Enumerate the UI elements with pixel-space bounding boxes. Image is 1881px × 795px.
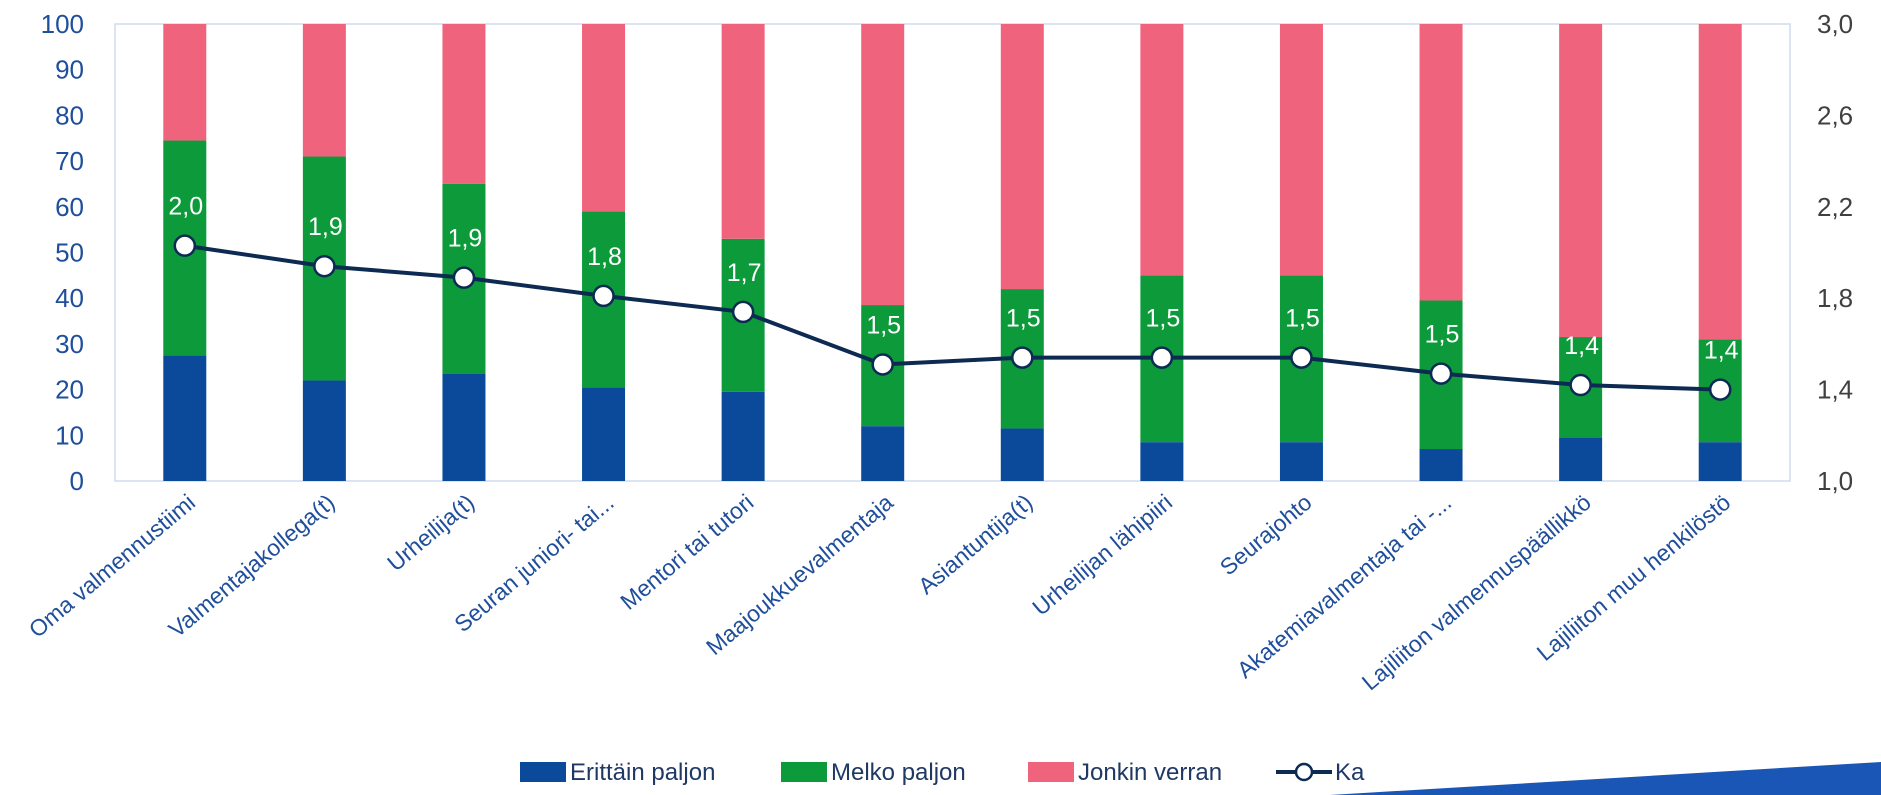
legend-swatch-0 xyxy=(520,762,566,782)
legend-label-0: Erittäin paljon xyxy=(570,759,715,786)
average-value-label-1: 1,9 xyxy=(308,213,343,241)
bar-jonkin-verran-6 xyxy=(1000,24,1044,290)
x-tick-label-4: Mentori tai tutori xyxy=(615,489,758,615)
y-tick-right-5: 3,0 xyxy=(1817,9,1853,39)
bar-erittäin-paljon-4 xyxy=(721,391,765,481)
bar-jonkin-verran-3 xyxy=(582,24,626,212)
average-point-9 xyxy=(1429,362,1453,385)
bar-jonkin-verran-0 xyxy=(163,24,207,141)
average-point-4 xyxy=(731,300,755,324)
legend-label-1: Melko paljon xyxy=(831,759,966,786)
y-tick-left-9: 90 xyxy=(55,55,84,85)
average-value-label-9: 1,5 xyxy=(1425,321,1460,349)
y-tick-left-7: 70 xyxy=(55,146,84,176)
y-tick-left-1: 10 xyxy=(55,420,84,450)
average-value-label-4: 1,7 xyxy=(727,259,762,287)
average-line: 2,0 1,9 1,9 1,8 1,7 1,5 1,5 1,5 1,5 1,5 1,4 1,4 xyxy=(168,193,1739,401)
y-tick-left-6: 60 xyxy=(55,192,84,222)
y-tick-left-5: 50 xyxy=(55,238,84,268)
bar-erittäin-paljon-3 xyxy=(582,387,626,481)
average-point-2 xyxy=(452,266,476,289)
bar-erittäin-paljon-9 xyxy=(1419,449,1463,481)
average-value-label-2: 1,9 xyxy=(448,225,483,253)
y-tick-right-4: 2,6 xyxy=(1817,100,1853,130)
average-point-8 xyxy=(1290,346,1313,369)
bar-erittäin-paljon-5 xyxy=(861,426,905,481)
bar-jonkin-verran-10 xyxy=(1559,24,1603,338)
y-tick-right-1: 1,4 xyxy=(1817,375,1853,405)
average-point-5 xyxy=(871,353,894,376)
legend: Erittäin paljon Melko paljon Jonkin verran… xyxy=(520,759,1365,786)
y-tick-right-3: 2,2 xyxy=(1817,192,1853,222)
average-value-label-3: 1,8 xyxy=(587,243,622,271)
legend-circle-marker xyxy=(1294,762,1314,782)
average-point-3 xyxy=(592,284,615,308)
y-tick-left-3: 30 xyxy=(55,329,84,359)
average-point-10 xyxy=(1569,373,1592,397)
bar-erittäin-paljon-6 xyxy=(1000,428,1044,481)
average-point-6 xyxy=(1011,346,1034,369)
y-tick-left-4: 40 xyxy=(55,283,84,313)
x-tick-label-8: Seurajohto xyxy=(1215,489,1317,580)
bar-erittäin-paljon-11 xyxy=(1698,442,1742,481)
bar-jonkin-verran-5 xyxy=(861,24,905,306)
decorative-swoosh xyxy=(1330,762,1881,795)
bar-erittäin-paljon-1 xyxy=(302,380,346,481)
y-tick-left-0: 0 xyxy=(70,466,84,496)
bar-jonkin-verran-1 xyxy=(302,24,346,157)
plot-border xyxy=(114,23,1791,482)
bar-jonkin-verran-2 xyxy=(442,24,486,184)
y-axis-right: 1,0 1,4 1,8 2,2 2,6 3,0 xyxy=(1817,9,1853,496)
bar-erittäin-paljon-2 xyxy=(442,373,486,481)
swoosh-shape xyxy=(1330,762,1881,795)
y-tick-right-0: 1,0 xyxy=(1817,466,1853,496)
bar-erittäin-paljon-0 xyxy=(163,355,207,481)
bar-jonkin-verran-8 xyxy=(1279,24,1323,276)
y-tick-left-10: 100 xyxy=(41,9,84,39)
x-tick-label-2: Urheilija(t) xyxy=(382,489,479,576)
average-point-7 xyxy=(1150,346,1174,369)
average-value-label-0: 2,0 xyxy=(168,193,203,221)
legend-swatch-2 xyxy=(1028,762,1074,782)
x-tick-label-10: Lajiliiton valmennuspäällikkö xyxy=(1357,489,1596,695)
bar-erittäin-paljon-7 xyxy=(1140,442,1184,481)
bar-jonkin-verran-11 xyxy=(1698,24,1742,340)
bars xyxy=(163,24,1742,481)
x-tick-label-7: Urheilijan lähipiiri xyxy=(1027,489,1177,621)
legend-label-3: Ka xyxy=(1335,759,1365,786)
average-point-1 xyxy=(313,254,336,278)
average-value-label-8: 1,5 xyxy=(1285,305,1320,333)
y-tick-right-2: 1,8 xyxy=(1817,283,1853,313)
average-point-0 xyxy=(173,234,197,257)
average-value-label-11: 1,4 xyxy=(1704,337,1739,365)
average-point-11 xyxy=(1708,378,1732,401)
average-line-path xyxy=(184,243,1721,392)
average-value-label-5: 1,5 xyxy=(866,311,901,339)
bar-erittäin-paljon-8 xyxy=(1279,442,1323,481)
x-tick-label-6: Asiantuntija(t) xyxy=(913,489,1037,599)
bar-jonkin-verran-9 xyxy=(1419,24,1463,301)
y-axis-left: 0 10 20 30 40 50 60 70 80 90 100 xyxy=(41,9,84,496)
average-value-label-6: 1,5 xyxy=(1006,305,1041,333)
plot-frame xyxy=(114,23,1791,482)
average-value-label-7: 1,5 xyxy=(1145,305,1180,333)
y-tick-left-2: 20 xyxy=(55,375,84,405)
legend-label-2: Jonkin verran xyxy=(1078,759,1222,786)
y-tick-left-8: 80 xyxy=(55,100,84,130)
bar-jonkin-verran-4 xyxy=(721,24,765,239)
average-value-label-10: 1,4 xyxy=(1564,332,1599,360)
legend-swatch-1 xyxy=(781,762,827,782)
bar-jonkin-verran-7 xyxy=(1140,24,1184,276)
bar-erittäin-paljon-10 xyxy=(1559,437,1603,481)
